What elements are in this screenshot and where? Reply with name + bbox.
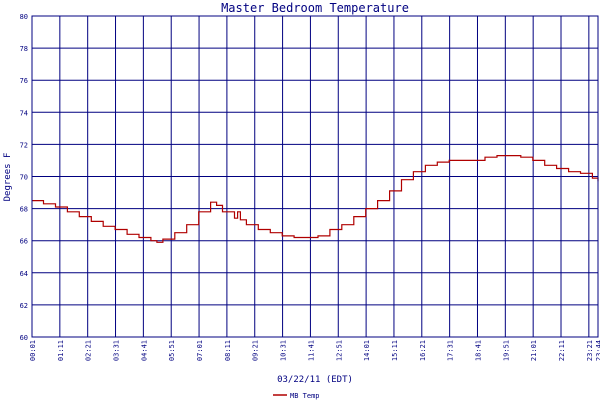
- y-tick-label: 74: [20, 109, 28, 117]
- x-tick-label: 12:51: [335, 340, 343, 361]
- x-tick-label: 18:41: [474, 340, 482, 361]
- y-tick-label: 60: [20, 334, 28, 342]
- chart-title: Master Bedroom Temperature: [221, 1, 409, 15]
- x-axis-label: 03/22/11 (EDT): [277, 375, 353, 385]
- x-tick-label: 00:01: [29, 340, 37, 361]
- y-tick-label: 66: [20, 238, 28, 246]
- x-tick-label: 17:31: [447, 340, 455, 361]
- plot-frame: [31, 15, 599, 338]
- x-tick-label: 15:11: [391, 340, 399, 361]
- y-tick-label: 80: [20, 13, 28, 21]
- y-tick-label: 64: [20, 270, 28, 278]
- x-tick-label: 08:11: [224, 340, 232, 361]
- x-tick-label: 14:01: [363, 340, 371, 361]
- x-tick-label: 22:11: [558, 340, 566, 361]
- y-tick-labels: 60 62 64 66 68 70 72 74 76 78 80: [20, 13, 28, 342]
- y-tick-label: 62: [20, 302, 28, 310]
- x-tick-label: 10:31: [280, 340, 288, 361]
- legend-label: MB Temp: [290, 392, 320, 400]
- y-tick-label: 72: [20, 141, 28, 149]
- x-tick-label: 03:31: [113, 340, 121, 361]
- y-tick-label: 78: [20, 45, 28, 53]
- y-axis-label: Degrees F: [3, 153, 13, 202]
- x-tick-label: 07:01: [196, 340, 204, 361]
- x-tick-label: 19:51: [502, 340, 510, 361]
- x-tick-labels: 00:01 01:11 02:21 03:31 04:41 05:51 07:01 08:11…: [29, 340, 600, 361]
- y-tick-label: 70: [20, 174, 28, 182]
- series-line-mb-temp: [32, 155, 599, 243]
- y-tick-label: 68: [20, 206, 28, 214]
- grid-lines: [31, 15, 599, 338]
- x-tick-label: 16:21: [419, 340, 427, 361]
- x-tick-label: 21:01: [530, 340, 538, 361]
- y-tick-label: 76: [20, 77, 28, 85]
- x-tick-label: 01:11: [57, 340, 65, 361]
- x-tick-label: 02:21: [85, 340, 93, 361]
- legend: MB Temp: [273, 392, 320, 400]
- x-tick-label: 23:21: [586, 340, 594, 361]
- x-tick-label: 11:41: [307, 340, 315, 361]
- x-tick-label: 23:44: [595, 340, 600, 361]
- x-tick-label: 09:21: [252, 340, 260, 361]
- x-tick-label: 05:51: [168, 340, 176, 361]
- series-layer: [32, 155, 599, 243]
- x-tick-label: 04:41: [140, 340, 148, 361]
